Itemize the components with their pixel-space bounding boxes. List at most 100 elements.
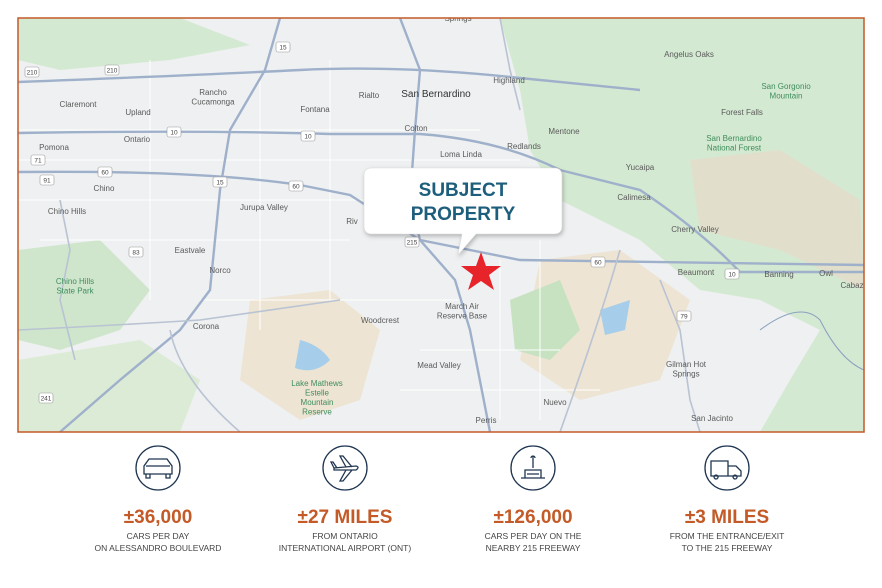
shield-label: 79: [680, 314, 688, 321]
icons: [135, 445, 750, 491]
shield: [212, 176, 228, 188]
map-label: Claremont: [60, 100, 98, 109]
shield-label: 241: [41, 396, 52, 403]
terrain: [18, 18, 864, 432]
callout: SUBJECT PROPERTY: [363, 167, 563, 257]
stat-desc: CARS PER DAY: [127, 531, 190, 541]
map-label: Reserve Base: [437, 312, 488, 321]
map-label: Owl: [819, 269, 833, 278]
map-label: Colton: [404, 124, 427, 133]
shield: [97, 166, 113, 178]
shield: [30, 154, 46, 166]
map-label: Reserve: [302, 408, 332, 417]
map-frame: [17, 17, 865, 433]
map-label: Mountain: [301, 398, 334, 407]
shields: 15 210 210 10 10 10 60 60 60 215 71 91 83 241 79 15: [24, 41, 740, 404]
map-label: Springs: [672, 370, 699, 379]
map-label: National Forest: [707, 144, 762, 153]
streets: [18, 60, 600, 420]
map-label: Eastvale: [175, 246, 206, 255]
map-label: Rancho: [199, 88, 227, 97]
map-label: Fontana: [300, 105, 330, 114]
map-label: San Gorgonio: [761, 82, 811, 91]
roads: [18, 18, 864, 432]
map-label: Cherry Valley: [671, 225, 718, 234]
stat-desc: NEARBY 215 FREEWAY: [486, 543, 581, 553]
shield: [404, 236, 420, 248]
map-label: Redlands: [507, 142, 541, 151]
shield-label: 91: [43, 178, 51, 185]
stat-value: ±36,000: [124, 507, 193, 528]
shield: [590, 256, 606, 268]
shield: [38, 392, 54, 404]
shield-label: 15: [279, 45, 287, 52]
shield-label: 10: [304, 134, 312, 141]
shield: [288, 180, 304, 192]
stat-desc: FROM ONTARIO: [312, 531, 378, 541]
map-label: March Air: [445, 302, 479, 311]
callout-line: PROPERTY: [411, 204, 516, 225]
shield: [275, 41, 291, 53]
map-label: Lake Mathews: [291, 379, 343, 388]
stats: ±36,000 CARS PER DAY ON ALESSANDRO BOULEVA…: [95, 507, 785, 553]
subject-star: [461, 252, 501, 290]
map-label: Riv: [346, 217, 358, 226]
map-label: Calimesa: [617, 193, 651, 202]
shield: [24, 66, 40, 78]
map-label: San Jacinto: [691, 414, 733, 423]
map-label: Beaumont: [678, 268, 715, 277]
map-label: Chino Hills: [56, 277, 94, 286]
map-label: Nuevo: [543, 398, 567, 407]
stat-desc: INTERNATIONAL AIRPORT (ONT): [279, 543, 412, 553]
map-label: Chino: [94, 184, 115, 193]
stat-desc: CARS PER DAY ON THE: [485, 531, 582, 541]
map-label: Chino Hills: [48, 207, 86, 216]
shield-label: 10: [170, 130, 178, 137]
map-label: Cabaz: [840, 281, 863, 290]
shield-label: 215: [407, 240, 418, 247]
map-label: Corona: [193, 322, 220, 331]
map-label: Perris: [476, 416, 497, 425]
map-label: Upland: [125, 108, 150, 117]
shield-label: 60: [101, 170, 109, 177]
stat-desc: ON ALESSANDRO BOULEVARD: [95, 543, 222, 553]
map-label: Jurupa Valley: [240, 203, 288, 212]
callout-line: SUBJECT: [419, 180, 508, 201]
map-label: San Bernardino: [401, 89, 471, 100]
map-label: Yucaipa: [626, 163, 655, 172]
shield-label: 210: [107, 68, 118, 75]
shield: [676, 310, 692, 322]
map-label: Woodcrest: [361, 316, 400, 325]
shield: [104, 64, 120, 76]
map-label: Mountain: [770, 92, 803, 101]
map-label: Mead Valley: [417, 361, 460, 370]
stat-desc: TO THE 215 FREEWAY: [682, 543, 773, 553]
map-label: Springs: [444, 14, 471, 23]
map-label: Highland: [493, 76, 525, 85]
shield-label: 15: [216, 180, 224, 187]
map-label: State Park: [56, 287, 94, 296]
map-label: Angelus Oaks: [664, 50, 714, 59]
map-label: Mentone: [548, 127, 580, 136]
shield-label: 210: [27, 70, 38, 77]
stat-value: ±126,000: [493, 507, 572, 528]
shield: [724, 268, 740, 280]
map-label: Loma Linda: [440, 150, 482, 159]
map-label: Banning: [764, 270, 793, 279]
shield-label: 71: [34, 158, 42, 165]
map-label: Forest Falls: [721, 108, 763, 117]
map-label: San Bernardino: [706, 134, 762, 143]
map-label: Pomona: [39, 143, 69, 152]
shield: [300, 130, 316, 142]
stat-desc: FROM THE ENTRANCE/EXIT: [670, 531, 785, 541]
map: 15 210 210 10 10 10 60 60 60 215 71 91 83 241 79 15 Spr…: [18, 14, 864, 432]
map-label: Estelle: [305, 389, 330, 398]
shield-label: 83: [132, 250, 140, 257]
shield-label: 60: [292, 184, 300, 191]
shield: [39, 174, 55, 186]
map-label: Cucamonga: [191, 98, 235, 107]
map-label: Ontario: [124, 135, 151, 144]
stat-value: ±3 MILES: [685, 507, 769, 528]
shield-label: 10: [728, 272, 736, 279]
